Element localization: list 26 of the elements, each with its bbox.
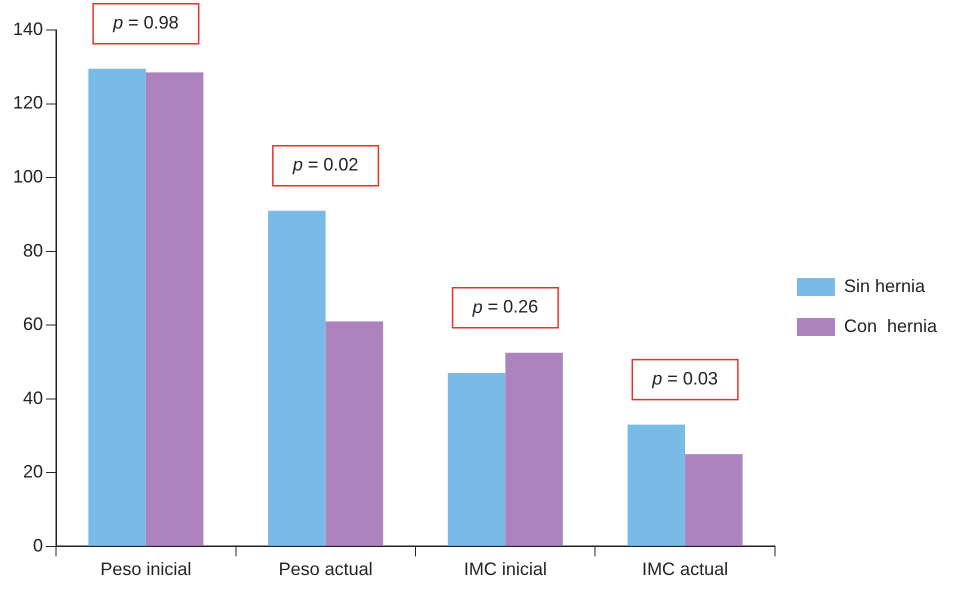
y-tick-label: 80 [23,240,44,260]
legend-label: Con hernia [844,316,938,336]
bar [88,68,146,546]
y-tick-label: 40 [23,388,44,408]
bar [505,352,563,546]
annotation: p = 0.02 [292,154,358,175]
y-tick-label: 100 [12,166,44,187]
x-tick-label: IMC actual [642,559,728,580]
y-tick-label: 0 [33,535,44,556]
x-tick-label: Peso actual [278,559,373,580]
bar [326,321,384,546]
annotation: p = 0.03 [651,368,718,389]
bar [628,424,686,546]
bar [448,373,506,546]
bar [685,454,743,546]
bar [268,210,326,546]
y-tick-label: 120 [12,92,44,113]
x-tick-label: Peso inicial [100,559,192,580]
y-tick-label: 60 [23,314,44,334]
legend-label: Sin hernia [844,276,926,296]
annotation: p = 0.26 [472,296,538,317]
y-tick-label: 20 [23,462,44,482]
y-tick-label: 140 [12,18,44,39]
bar [146,72,204,546]
annotation: p = 0.98 [112,12,179,33]
x-tick-label: IMC inicial [464,559,547,580]
